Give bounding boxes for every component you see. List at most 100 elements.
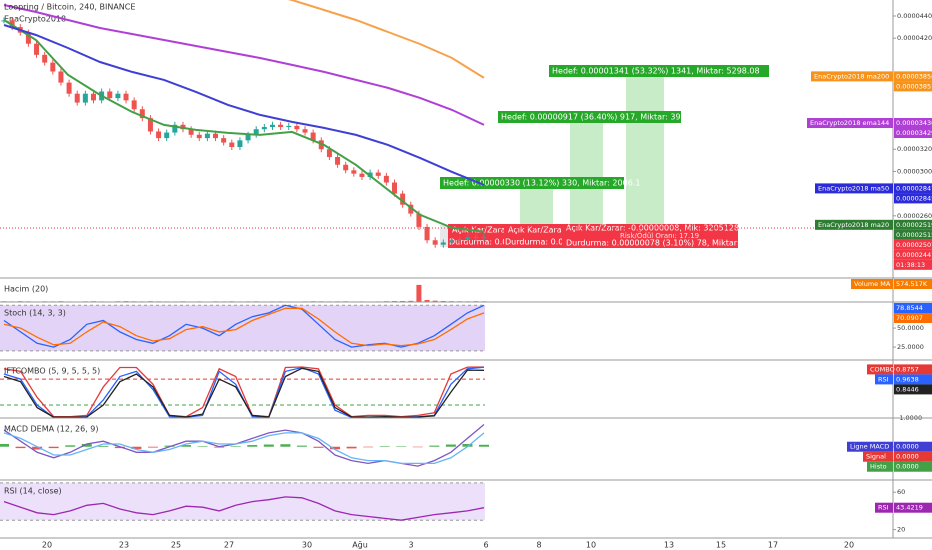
candle: [302, 129, 308, 133]
price-badge: [894, 279, 932, 289]
price-badge-label: 0.0000: [896, 443, 919, 451]
badge-name: EnaCrypto2018 ma50: [818, 184, 889, 192]
price-badge-label: 0.00003436: [896, 119, 932, 127]
stop-clip: Açık Kar/Zarar: Durdurma: 0.0: [505, 226, 563, 247]
price-badge: [894, 118, 932, 129]
price-badge: [894, 183, 932, 194]
histogram-bar: [197, 446, 208, 447]
panel-title: RSI (14, close): [4, 487, 62, 496]
candle: [448, 240, 454, 243]
candle: [123, 93, 129, 101]
price-badge-label: 0.00002519: [896, 221, 932, 229]
price-badge-label: 0.9638: [896, 375, 919, 383]
volume-bar: [432, 300, 438, 302]
x-tick-label: 23: [119, 541, 129, 550]
candle: [9, 20, 15, 28]
histogram-bar: [296, 445, 307, 447]
price-badge: [894, 229, 932, 240]
panel: [0, 366, 485, 418]
volume-bar: [408, 300, 414, 302]
target-label-box: [498, 111, 681, 123]
x-tick-label: 25: [171, 541, 181, 550]
stop-label: Durdurma: 0.0: [505, 238, 563, 247]
stop-label: Açık Kar/Zarar:: [452, 226, 512, 235]
target-label-box: [549, 65, 769, 77]
candle: [115, 93, 121, 99]
candle: [90, 93, 96, 101]
price-badge: [894, 313, 932, 323]
price-badge-label: 0.8446: [896, 385, 919, 393]
price-badge-label: 70.0907: [896, 314, 923, 322]
panel: [0, 304, 485, 352]
series-line: [3, 366, 485, 418]
badge-name-box: [847, 441, 893, 452]
candle: [269, 124, 275, 128]
histogram-bar: [363, 446, 374, 448]
x-tick-label: 27: [224, 541, 234, 550]
price-badge: [894, 81, 932, 92]
panel: [1, 0, 487, 248]
price-badge: [894, 502, 932, 513]
badge-name: EnaCrypto2018 ma200: [814, 72, 889, 80]
histogram-bar: [48, 446, 59, 449]
histogram-bar: [32, 446, 43, 450]
price-badge-label: 0.00002847: [896, 184, 932, 192]
badge-name-box: [815, 219, 893, 230]
badge-name-box: [807, 118, 893, 129]
candle: [335, 156, 341, 165]
panel-title: Stoch (14, 3, 3): [4, 309, 66, 318]
badge-name-box: [811, 71, 893, 82]
candle: [188, 129, 194, 135]
candle: [375, 172, 381, 176]
candle: [147, 118, 153, 132]
badge-name-box: [867, 364, 893, 375]
volume-bar: [416, 284, 422, 302]
x-tick-label: 10: [586, 541, 596, 550]
candle: [286, 125, 292, 128]
candle: [432, 240, 438, 245]
candle: [131, 100, 137, 110]
price-badge: [894, 441, 932, 452]
histogram-bar: [147, 446, 158, 448]
volume-bar: [424, 300, 430, 302]
price-badge: [894, 364, 932, 375]
x-tick-label: Ağu: [352, 541, 368, 550]
histogram-bar: [462, 443, 473, 447]
histogram-bar: [65, 445, 76, 447]
histogram-bar: [412, 446, 423, 448]
candle: [229, 142, 235, 147]
price-badge: [894, 374, 932, 385]
candle: [473, 236, 479, 239]
target-label: Hedef: 0.00000917 (36.40%) 917, Miktar: …: [501, 113, 698, 122]
candle: [82, 93, 88, 103]
badge-name-box: [863, 451, 893, 462]
panel-title: IFTCOMBO (5, 9, 5, 5, 5): [4, 367, 100, 376]
histogram-bar: [479, 444, 489, 447]
target-zone: [520, 188, 553, 225]
x-tick-label: 15: [716, 541, 726, 550]
candle: [408, 204, 414, 214]
badge-name-box: [875, 502, 893, 513]
histogram-bar: [280, 444, 291, 447]
candle: [107, 91, 113, 99]
candle: [139, 109, 145, 119]
panel-title: Hacim (20): [4, 285, 48, 294]
series-line: [3, 496, 485, 521]
candle: [25, 32, 31, 44]
target-label: Hedef: 0.00000330 (13.12%) 330, Miktar: …: [443, 179, 640, 188]
y-tick-label: 0.00002600: [897, 212, 932, 220]
badge-name-box: [851, 279, 893, 289]
candle: [66, 82, 72, 94]
panel-title: MACD DEMA (12, 26, 9): [4, 425, 99, 434]
panel-title: Loopring / Bitcoin, 240, BINANCE: [4, 3, 135, 12]
candle: [245, 134, 251, 141]
price-badge-label: 0.00003856: [896, 72, 932, 80]
candle: [278, 124, 284, 128]
candle: [383, 175, 389, 183]
candle: [294, 125, 300, 130]
band: [0, 305, 485, 351]
